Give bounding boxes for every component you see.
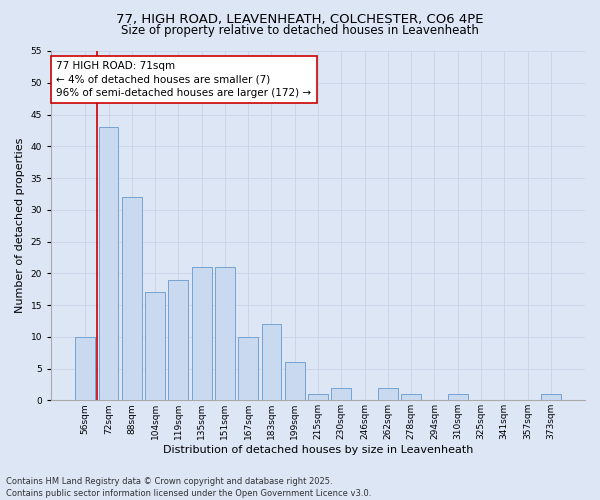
Bar [215,267,235,400]
Text: Size of property relative to detached houses in Leavenheath: Size of property relative to detached ho… [121,24,479,37]
Bar [378,388,398,400]
Bar [98,127,118,400]
Bar [238,337,258,400]
Text: 77 HIGH ROAD: 71sqm
← 4% of detached houses are smaller (7)
96% of semi-detached: 77 HIGH ROAD: 71sqm ← 4% of detached hou… [56,62,311,98]
Bar [285,362,305,401]
Bar [122,197,142,400]
Bar [401,394,421,400]
Bar [331,388,351,400]
Y-axis label: Number of detached properties: Number of detached properties [15,138,25,314]
Bar [541,394,561,400]
Bar [448,394,467,400]
Bar [262,324,281,400]
X-axis label: Distribution of detached houses by size in Leavenheath: Distribution of detached houses by size … [163,445,473,455]
Bar [76,337,95,400]
Bar [169,280,188,400]
Bar [145,292,165,401]
Text: Contains HM Land Registry data © Crown copyright and database right 2025.
Contai: Contains HM Land Registry data © Crown c… [6,476,371,498]
Bar [308,394,328,400]
Text: 77, HIGH ROAD, LEAVENHEATH, COLCHESTER, CO6 4PE: 77, HIGH ROAD, LEAVENHEATH, COLCHESTER, … [116,12,484,26]
Bar [192,267,212,400]
